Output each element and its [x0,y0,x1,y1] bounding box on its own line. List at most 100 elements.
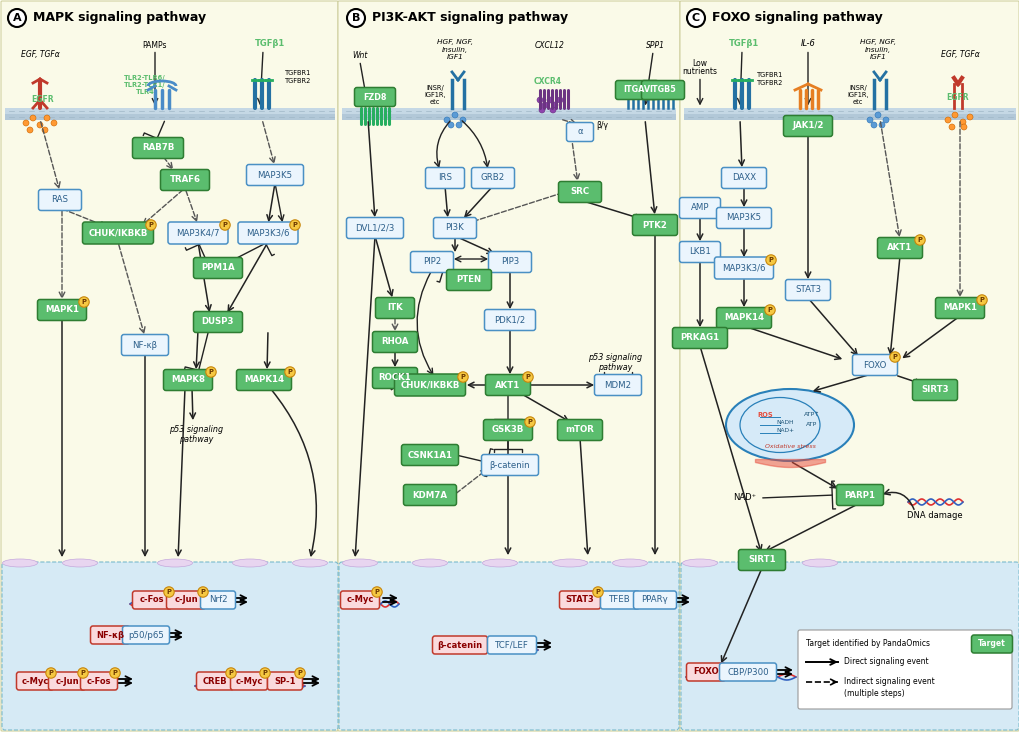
Text: MAP3K5: MAP3K5 [257,171,292,179]
FancyBboxPatch shape [49,672,86,690]
Text: MAP3K3/6: MAP3K3/6 [246,228,289,237]
FancyBboxPatch shape [679,242,719,263]
Bar [684,114,1015,120]
Text: PRKAG1: PRKAG1 [680,334,718,343]
Ellipse shape [726,389,853,461]
FancyBboxPatch shape [372,332,417,353]
Text: SIRT1: SIRT1 [748,556,775,564]
Circle shape [525,417,535,427]
Text: ITK: ITK [387,304,403,313]
Text: TGFBR1: TGFBR1 [284,70,311,76]
FancyBboxPatch shape [483,419,532,441]
Text: p53 signaling: p53 signaling [587,354,641,362]
Circle shape [951,112,957,118]
Text: CXCL12: CXCL12 [535,40,565,50]
Text: NAD⁺: NAD⁺ [733,493,756,502]
Ellipse shape [802,559,837,567]
Text: MDM2: MDM2 [604,381,631,389]
Text: c-Jun: c-Jun [55,676,78,685]
Circle shape [346,9,365,27]
Text: P: P [978,297,983,303]
FancyBboxPatch shape [484,310,535,331]
Text: ITGB5: ITGB5 [649,86,676,94]
Text: P: P [292,222,298,228]
Text: Insulin,: Insulin, [864,47,891,53]
Text: HGF, NGF,: HGF, NGF, [436,39,473,45]
Text: PPARγ: PPARγ [641,596,667,605]
FancyBboxPatch shape [267,672,303,690]
Text: FOXO: FOXO [693,668,718,676]
FancyBboxPatch shape [337,1,680,731]
FancyBboxPatch shape [1,1,337,731]
Bar [341,114,676,120]
Circle shape [523,372,533,382]
Circle shape [164,587,174,597]
Circle shape [37,122,43,128]
Text: P: P [82,299,87,305]
FancyBboxPatch shape [558,182,601,203]
FancyBboxPatch shape [425,168,464,189]
Text: PAMPs: PAMPs [143,40,167,50]
Text: TLR4: TLR4 [136,89,154,95]
Circle shape [458,372,468,382]
Circle shape [289,220,300,230]
Text: TGFβ1: TGFβ1 [255,39,285,48]
Text: Low: Low [692,59,707,67]
Text: AMP: AMP [690,203,708,212]
Text: ATP: ATP [806,422,817,427]
Text: TLR2-TLR6/: TLR2-TLR6/ [124,75,166,81]
Text: P: P [287,369,292,375]
Text: PIP3: PIP3 [500,258,519,266]
FancyBboxPatch shape [738,550,785,570]
FancyBboxPatch shape [410,252,453,272]
Text: NF-κβ: NF-κβ [132,340,157,349]
Circle shape [878,122,884,128]
FancyBboxPatch shape [236,370,291,390]
Text: SRC: SRC [570,187,589,196]
Ellipse shape [682,559,716,567]
FancyBboxPatch shape [168,222,228,244]
Text: IGF1R,: IGF1R, [847,92,868,98]
Text: MAPK signaling pathway: MAPK signaling pathway [33,12,206,24]
Text: KDM7A: KDM7A [412,490,447,499]
FancyBboxPatch shape [686,663,725,681]
Circle shape [198,587,208,597]
Circle shape [42,127,48,133]
Text: P: P [595,589,600,595]
Text: P: P [767,307,771,313]
Circle shape [549,107,555,113]
FancyBboxPatch shape [38,299,87,321]
Text: P: P [892,354,897,360]
Text: MAPK8: MAPK8 [171,376,205,384]
Circle shape [914,235,924,245]
Circle shape [447,122,453,128]
Circle shape [451,112,458,118]
FancyBboxPatch shape [487,636,536,654]
Text: CXCR4: CXCR4 [534,78,561,86]
Text: GRB2: GRB2 [480,173,504,182]
Text: P: P [81,670,86,676]
Text: PIP2: PIP2 [423,258,440,266]
Text: IL-6: IL-6 [800,39,814,48]
Text: etc: etc [852,99,862,105]
Text: β-catenin: β-catenin [437,640,482,649]
Text: RAS: RAS [51,195,68,204]
Ellipse shape [62,559,98,567]
Text: c-Fos: c-Fos [87,676,111,685]
FancyBboxPatch shape [2,562,337,730]
FancyBboxPatch shape [680,1,1018,731]
Text: RHOA: RHOA [381,337,409,346]
Circle shape [51,120,57,126]
FancyBboxPatch shape [346,217,404,239]
Circle shape [8,9,25,27]
Text: pathway: pathway [178,436,213,444]
Text: GSK3B: GSK3B [491,425,524,435]
FancyBboxPatch shape [720,168,765,189]
FancyBboxPatch shape [633,591,676,609]
FancyBboxPatch shape [679,198,719,218]
Text: IGF1: IGF1 [446,54,463,60]
FancyBboxPatch shape [557,419,602,441]
Circle shape [460,117,466,123]
Text: PPM1A: PPM1A [201,264,234,272]
Text: FOXO signaling pathway: FOXO signaling pathway [711,12,881,24]
